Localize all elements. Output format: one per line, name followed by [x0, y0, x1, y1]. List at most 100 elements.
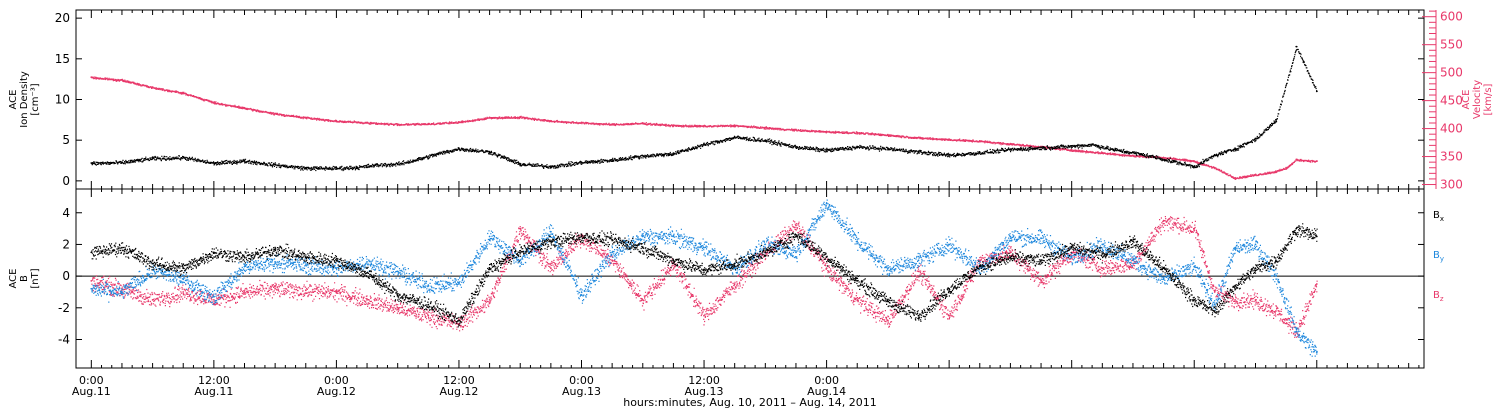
by-series-point — [335, 267, 338, 270]
velocity-series-point — [550, 119, 552, 122]
density-series — [90, 45, 1318, 172]
legend-bx-subscript: x — [1440, 215, 1444, 223]
velocity-series-point — [1254, 173, 1257, 176]
by-series-point — [304, 264, 307, 266]
bz-series-point — [825, 267, 828, 270]
velocity-series-point — [1234, 176, 1236, 179]
by-series-point — [641, 235, 644, 238]
velocity-series-point — [1132, 154, 1134, 157]
velocity-series-point — [948, 138, 950, 141]
bx-series-point — [488, 267, 491, 270]
density-series-point — [1152, 155, 1155, 158]
time-tick-label: 0:00 — [79, 374, 104, 387]
bx-series-point — [1070, 246, 1073, 249]
by-series-point — [1070, 256, 1073, 258]
bz-series-point — [335, 291, 338, 293]
velocity-axis-title-line: Velocity — [1472, 80, 1483, 119]
bz-series-point — [856, 299, 859, 301]
legend-bz-subscript: z — [1440, 295, 1444, 303]
velocity-tick-label: 600 — [1440, 10, 1463, 24]
velocity-series-point — [917, 136, 920, 139]
by-series-point — [580, 294, 583, 296]
velocity-series-point — [1193, 160, 1196, 162]
velocity-series-point — [825, 130, 828, 133]
bx-series-point — [213, 251, 215, 254]
density-series-point — [917, 150, 920, 153]
density-axis-title-line: [cm⁻³] — [30, 83, 41, 115]
bx-series-point — [182, 267, 185, 270]
by-series-point — [366, 261, 368, 263]
x-axis-title: hours:minutes, Aug. 10, 2011 – Aug. 14, … — [623, 396, 877, 409]
velocity-series-point — [672, 124, 675, 127]
density-series-point — [355, 166, 358, 168]
date-tick-label: Aug.12 — [317, 385, 356, 398]
bx-series-point — [1295, 227, 1298, 230]
velocity-series-point — [519, 115, 522, 118]
velocity-series-point — [1213, 166, 1216, 169]
bz-series-point — [795, 224, 797, 227]
density-series-point — [825, 149, 828, 151]
legend-bz: Bz — [1433, 290, 1444, 303]
by-series-point — [1193, 265, 1196, 268]
b-tick-label: -2 — [58, 301, 70, 315]
density-series-point — [488, 150, 491, 153]
by-series-point — [1213, 303, 1216, 306]
bx-series-point — [1040, 259, 1042, 262]
by-series-points — [91, 199, 1318, 357]
bx-series-point — [948, 287, 950, 290]
bz-series-point — [887, 319, 889, 322]
density-series-point — [580, 161, 583, 164]
bx-series-point — [1315, 235, 1318, 238]
by-series-point — [917, 259, 920, 262]
density-series-point — [1070, 145, 1073, 147]
by-series-point — [1275, 275, 1277, 277]
by-series-point — [1040, 237, 1042, 240]
density-axis-title: ACEIon Density[cm⁻³] — [8, 71, 41, 128]
velocity-series-point — [213, 101, 215, 104]
by-series-point — [182, 278, 185, 281]
velocity-axis-title-line: ACE — [1461, 90, 1472, 110]
legend-by: By — [1433, 250, 1444, 263]
density-series-point — [151, 157, 154, 160]
b-axis-title: ACEB[nT] — [8, 268, 41, 288]
b-tick-label: 2 — [62, 237, 70, 251]
bz-series-point — [151, 299, 154, 301]
bx-series-point — [1275, 259, 1277, 262]
by-series-point — [274, 261, 276, 263]
bz-series-point — [1254, 299, 1257, 301]
density-series-point — [274, 163, 276, 166]
density-tick-label: 10 — [55, 93, 70, 107]
density-series-point — [458, 147, 460, 150]
velocity-tick-label: 350 — [1440, 150, 1463, 164]
by-series-point — [672, 235, 675, 238]
bx-series-point — [580, 235, 583, 238]
by-series — [90, 199, 1318, 357]
bz-series-point — [1101, 267, 1104, 270]
by-series-point — [856, 240, 859, 243]
b-tick-label: -4 — [58, 332, 70, 346]
density-series-point — [733, 136, 736, 138]
by-series-point — [1254, 243, 1257, 246]
by-series-point — [1132, 259, 1134, 262]
velocity-series-point — [182, 91, 185, 94]
b-axis-title-line: B — [19, 275, 30, 282]
velocity-axis-title: ACEVelocity[km/s] — [1461, 80, 1494, 119]
panel-frames — [75, 9, 1425, 369]
velocity-tick-label: 300 — [1440, 178, 1463, 192]
bx-series-point — [703, 268, 705, 271]
velocity-series-point — [764, 126, 767, 129]
velocity-series-point — [580, 121, 583, 124]
bz-series-point — [519, 227, 522, 230]
bx-series-point — [243, 256, 246, 258]
bz-series-point — [611, 259, 613, 262]
legend-by-subscript: y — [1440, 255, 1444, 263]
by-series-point — [1101, 243, 1104, 246]
bx-series-point — [1009, 256, 1012, 258]
density-series-point — [1254, 137, 1257, 140]
velocity-tick-label: 550 — [1440, 38, 1463, 52]
by-series-point — [825, 202, 828, 205]
bx-series-point — [304, 256, 307, 258]
velocity-series-point — [1275, 170, 1277, 173]
velocity-series-point — [335, 119, 338, 122]
